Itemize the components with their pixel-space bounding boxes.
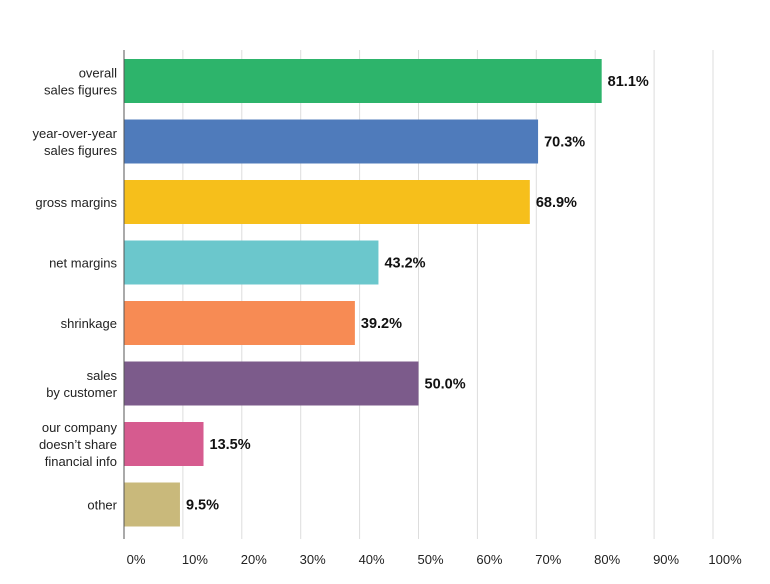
- category-label: gross margins: [35, 195, 117, 210]
- bar: [124, 482, 180, 527]
- category-label: year-over-year: [32, 126, 117, 141]
- x-tick-label: 90%: [653, 552, 679, 567]
- category-label: sales: [87, 368, 118, 383]
- category-label: by customer: [46, 385, 117, 400]
- x-tick-labels: 0% 10% 20% 30% 40% 50% 60% 70% 80% 90% 100%: [127, 552, 742, 567]
- category-labels: overall sales figures year-over-year sales …: [32, 66, 117, 513]
- bar: [124, 301, 355, 345]
- value-labels: 81.1% 70.3% 68.9% 43.2% 39.2% 50.0% 13.5% 9.5%: [186, 74, 649, 514]
- x-tick-label: 70%: [535, 552, 561, 567]
- value-label: 39.2%: [361, 316, 402, 332]
- category-label: financial info: [45, 454, 117, 469]
- value-label: 70.3%: [544, 135, 585, 151]
- value-label: 68.9%: [536, 195, 577, 211]
- x-tick-label: 10%: [182, 552, 208, 567]
- bar: [124, 361, 419, 406]
- x-tick-label: 30%: [300, 552, 326, 567]
- bar: [124, 180, 530, 224]
- value-label: 81.1%: [608, 74, 649, 90]
- value-label: 9.5%: [186, 498, 219, 514]
- x-tick-label: 80%: [594, 552, 620, 567]
- bar: [124, 240, 379, 285]
- x-tick-label: 20%: [241, 552, 267, 567]
- category-label: net margins: [49, 256, 117, 271]
- category-label: doesn’t share: [39, 437, 117, 452]
- category-label: other: [87, 498, 117, 513]
- value-label: 50.0%: [425, 377, 466, 393]
- bar: [124, 119, 539, 164]
- bars: [124, 59, 602, 527]
- category-label: sales figures: [44, 83, 117, 98]
- x-tick-label: 40%: [359, 552, 385, 567]
- bar: [124, 59, 602, 103]
- bar: [124, 422, 204, 466]
- category-label: our company: [42, 420, 118, 435]
- x-tick-label: 0%: [127, 552, 146, 567]
- value-label: 13.5%: [210, 437, 251, 453]
- category-label: shrinkage: [61, 316, 117, 331]
- x-tick-label: 60%: [476, 552, 502, 567]
- x-tick-label: 100%: [708, 552, 742, 567]
- category-label: sales figures: [44, 143, 117, 158]
- x-tick-label: 50%: [417, 552, 443, 567]
- value-label: 43.2%: [384, 256, 425, 272]
- category-label: overall: [79, 66, 117, 81]
